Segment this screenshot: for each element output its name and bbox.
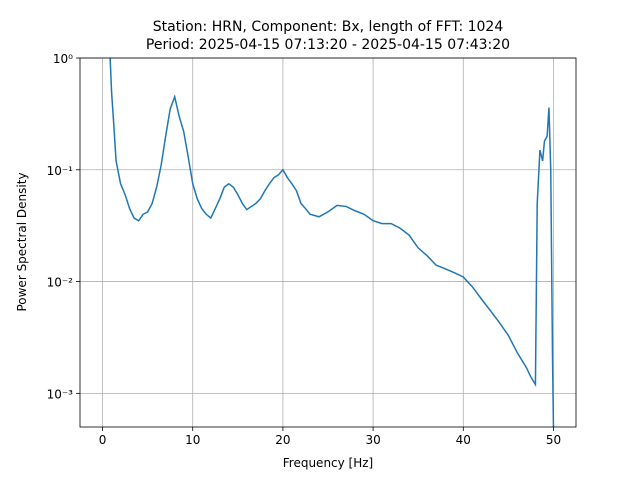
x-tick-label: 20 — [275, 433, 290, 447]
x-tick-label: 50 — [546, 433, 561, 447]
x-tick-label: 30 — [365, 433, 380, 447]
y-tick-label: 10⁻¹ — [47, 164, 74, 178]
y-tick-label: 10⁻² — [47, 276, 74, 290]
chart-title: Station: HRN, Component: Bx, length of F… — [153, 19, 504, 35]
x-tick-label: 10 — [185, 433, 200, 447]
y-axis-label: Power Spectral Density — [15, 172, 29, 311]
data-line — [109, 58, 555, 427]
plot-frame — [79, 57, 577, 428]
x-tick-label: 0 — [99, 433, 107, 447]
x-axis-label: Frequency [Hz] — [283, 456, 374, 470]
y-tick-label: 10⁻³ — [47, 387, 74, 401]
chart-title: Period: 2025-04-15 07:13:20 - 2025-04-15… — [146, 37, 510, 53]
y-tick-label: 10⁰ — [53, 52, 73, 66]
x-tick-label: 40 — [456, 433, 471, 447]
